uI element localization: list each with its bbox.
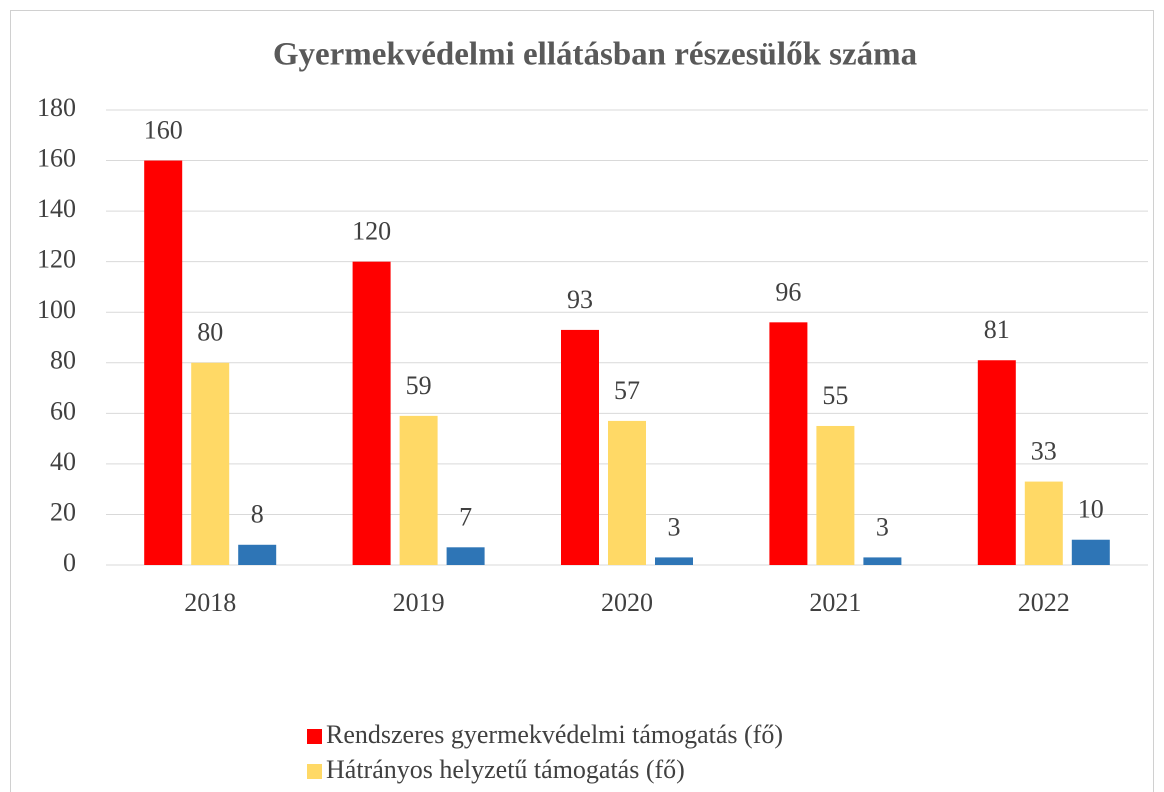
x-tick-label: 2021 [809,588,861,617]
bar [561,329,599,565]
data-label: 81 [984,315,1010,344]
y-tick-label: 100 [37,295,76,324]
data-label: 3 [668,512,681,541]
y-tick-label: 180 [37,93,76,122]
x-tick-label: 2022 [1018,588,1070,617]
x-tick-label: 2018 [184,588,236,617]
data-label: 59 [406,371,432,400]
bar [863,557,902,565]
legend-label: Hátrányos helyzetű támogatás (fő) [326,755,685,784]
data-label: 8 [251,500,264,529]
bar [816,425,855,565]
data-label: 55 [822,381,848,410]
data-label: 160 [144,116,183,145]
x-tick-label: 2020 [601,588,653,617]
y-tick-label: 120 [37,245,76,274]
bar [1071,539,1110,565]
data-label: 96 [775,277,801,306]
legend-label: Rendszeres gyermekvédelmi támogatás (fő) [326,720,783,749]
chart-title: Gyermekvédelmi ellátásban részesülők szá… [273,37,917,73]
bar [769,322,808,565]
bar [1024,481,1063,565]
y-tick-label: 40 [50,447,76,476]
legend-swatch [307,764,322,779]
data-label: 120 [352,217,391,246]
y-tick-label: 60 [50,396,76,425]
legend-swatch [307,729,322,744]
bar [655,557,693,565]
data-label: 93 [567,285,593,314]
y-tick-label: 160 [37,144,76,173]
y-tick-label: 20 [50,497,76,526]
y-tick-label: 0 [63,548,76,577]
bar [238,544,277,565]
bar [446,547,485,565]
x-tick-label: 2019 [393,588,445,617]
bar [352,261,391,565]
bar [977,360,1016,565]
data-label: 57 [614,376,640,405]
bar [608,420,646,565]
y-tick-label: 140 [37,194,76,223]
bar [191,362,230,565]
data-label: 10 [1078,495,1104,524]
data-label: 3 [876,512,889,541]
data-label: 7 [459,502,472,531]
bar [399,415,438,565]
data-label: 80 [197,318,223,347]
data-label: 33 [1031,437,1057,466]
bar [144,160,183,566]
y-tick-label: 80 [50,346,76,375]
